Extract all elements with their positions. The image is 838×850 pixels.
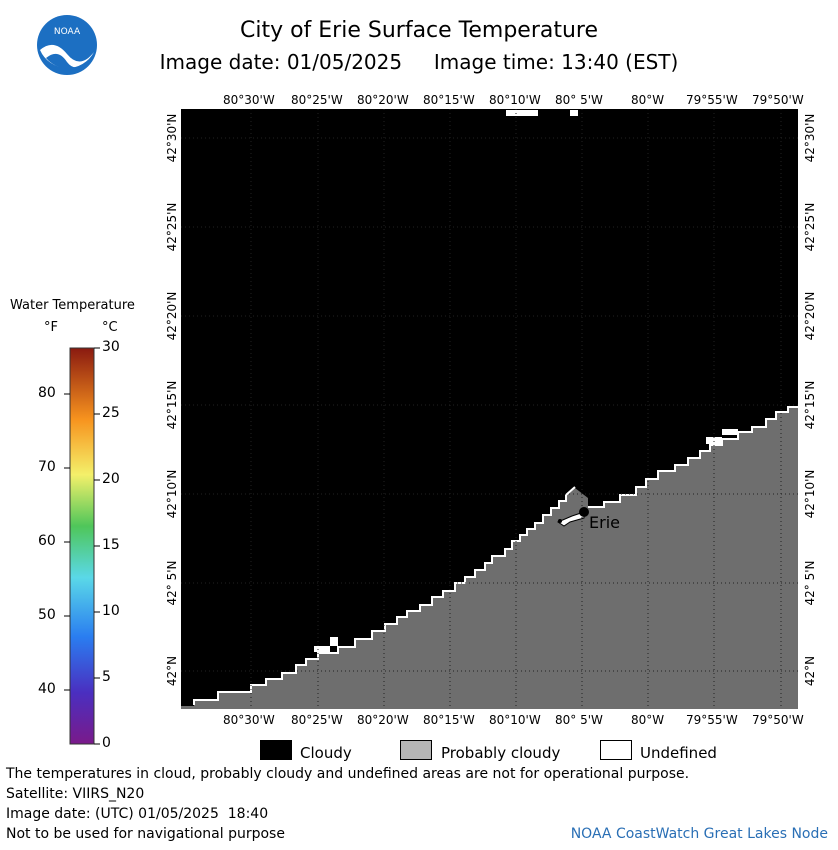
colorbar-title: Water Temperature (10, 298, 135, 313)
image-date: Image date: 01/05/2025 (159, 50, 403, 74)
image-time: Image time: 13:40 (EST) (433, 50, 679, 74)
logo-text: NOAA (54, 27, 81, 37)
lon-label-top: 79°50'W (752, 93, 804, 107)
lon-label-bottom: 80°W (631, 713, 665, 727)
c-tick: 10 (102, 603, 120, 619)
lat-label-left: 42°20'N (165, 291, 179, 341)
undefined-coastline (193, 486, 576, 705)
lat-label-right: 42°N (803, 655, 817, 687)
f-tick: 50 (38, 607, 56, 623)
undefined-patch (330, 637, 338, 646)
lon-label-top: 80°25'W (291, 93, 343, 107)
c-tick: 15 (102, 537, 120, 553)
unit-celsius: °C (102, 320, 118, 335)
lat-label-right: 42°25'N (803, 202, 817, 252)
probably-cloudy-area (181, 408, 798, 709)
lon-label-top: 80° 5'W (555, 93, 603, 107)
lat-label-right: 42°20'N (803, 291, 817, 341)
erie-marker (579, 507, 589, 517)
lat-label-right: 42°10'N (803, 469, 817, 519)
undefined-patch (570, 110, 578, 116)
noaa-logo: NOAA (36, 14, 98, 76)
image-datetime: Image date: 01/05/2025 Image time: 13:40… (0, 50, 838, 74)
lat-label-left: 42°10'N (165, 469, 179, 519)
undefined-patch (722, 429, 738, 435)
lat-label-left: 42° 5'N (165, 560, 179, 606)
lat-label-left: 42°15'N (165, 380, 179, 430)
f-tick: 70 (38, 459, 56, 475)
page-title: City of Erie Surface Temperature (239, 18, 599, 43)
unit-fahrenheit: °F (44, 320, 58, 335)
lon-label-bottom: 80°15'W (423, 713, 475, 727)
lat-label-right: 42° 5'N (803, 560, 817, 606)
undefined-patch (314, 646, 330, 652)
nav-warning-text: Not to be used for navigational purpose (6, 826, 285, 842)
c-tick: 5 (102, 669, 111, 685)
lat-label-left: 42°25'N (165, 202, 179, 252)
c-tick: 25 (102, 405, 120, 421)
lon-label-bottom: 79°55'W (686, 713, 738, 727)
lat-label-left: 42°N (165, 655, 179, 687)
legend-label-probably-cloudy: Probably cloudy (441, 744, 561, 762)
c-tick: 0 (102, 735, 111, 751)
lon-label-bottom: 80°10'W (489, 713, 541, 727)
lon-label-bottom: 79°50'W (752, 713, 804, 727)
f-tick: 80 (38, 385, 56, 401)
lat-label-left: 42°30'N (165, 113, 179, 163)
lon-label-bottom: 80°30'W (223, 713, 275, 727)
credit-text: NOAA CoastWatch Great Lakes Node (570, 826, 828, 842)
undefined-coastline-east (588, 406, 798, 508)
lon-label-bottom: 80°25'W (291, 713, 343, 727)
lat-label-right: 42°15'N (803, 380, 817, 430)
lon-label-top: 80°10'W (489, 93, 541, 107)
legend-swatch-undefined (600, 740, 632, 760)
legend-swatch-probably-cloudy (400, 740, 432, 760)
presque-isle (556, 511, 585, 527)
f-tick: 60 (38, 533, 56, 549)
city-label: Erie (589, 513, 620, 532)
lon-label-top: 80°W (631, 93, 665, 107)
lon-label-bottom: 80°20'W (357, 713, 409, 727)
f-tick: 40 (38, 681, 56, 697)
utc-date-text: Image date: (UTC) 01/05/2025 18:40 (6, 806, 269, 822)
lon-label-top: 80°20'W (357, 93, 409, 107)
disclaimer-text: The temperatures in cloud, probably clou… (6, 766, 690, 782)
legend-label-cloudy: Cloudy (300, 744, 352, 762)
c-tick: 20 (102, 471, 120, 487)
lat-label-right: 42°30'N (803, 113, 817, 163)
undefined-patch (506, 110, 538, 116)
lon-label-top: 79°55'W (686, 93, 738, 107)
graticule (181, 109, 798, 709)
lon-label-bottom: 80° 5'W (555, 713, 603, 727)
legend-swatch-cloudy (260, 740, 292, 760)
lon-label-top: 80°30'W (223, 93, 275, 107)
lon-label-top: 80°15'W (423, 93, 475, 107)
undefined-patch (706, 437, 722, 444)
erie-small-marker (558, 519, 562, 523)
colorbar (64, 347, 100, 745)
c-tick: 30 (102, 339, 120, 355)
legend-label-undefined: Undefined (640, 744, 717, 762)
satellite-text: Satellite: VIIRS_N20 (6, 786, 145, 802)
